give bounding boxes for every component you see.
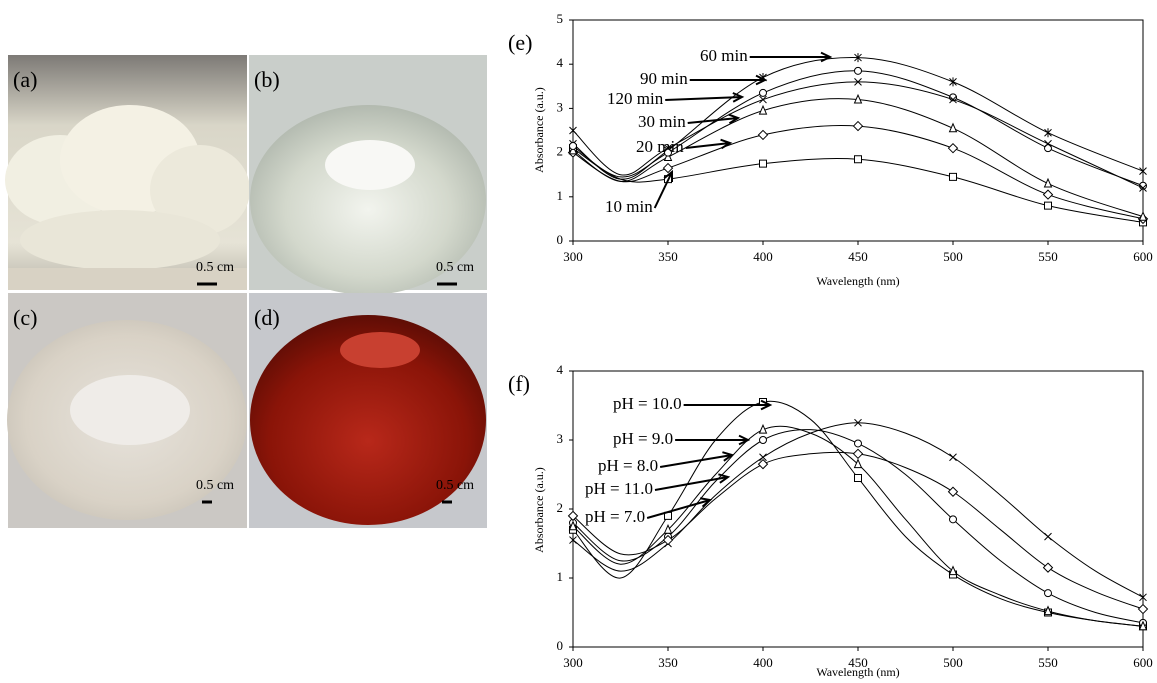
y-tick-label: 0 bbox=[557, 638, 564, 653]
y-axis-label: Absorbance (a.u.) bbox=[532, 467, 546, 553]
marker bbox=[1044, 190, 1053, 199]
marker bbox=[570, 142, 577, 149]
marker bbox=[1045, 202, 1052, 209]
x-tick-label: 450 bbox=[848, 249, 868, 264]
y-tick-label: 0 bbox=[557, 232, 564, 247]
photo-label: (a) bbox=[13, 67, 37, 92]
marker bbox=[1140, 167, 1147, 176]
figure: (a) 0.5 cm (b) 0.5 cm (c) 0.5 cm (d) 0.5 cm (e) W… bbox=[0, 0, 1157, 683]
x-tick-label: 300 bbox=[563, 249, 583, 264]
marker bbox=[855, 440, 862, 447]
photo-b bbox=[249, 55, 487, 295]
marker bbox=[854, 122, 863, 131]
series-annotation: 60 min bbox=[700, 46, 748, 65]
y-tick-label: 1 bbox=[557, 188, 564, 203]
x-tick-label: 600 bbox=[1133, 655, 1153, 670]
x-tick-label: 400 bbox=[753, 249, 773, 264]
marker bbox=[664, 164, 673, 173]
y-tick-label: 2 bbox=[557, 144, 564, 159]
series-annotation: pH = 10.0 bbox=[613, 394, 682, 413]
annotation-arrow bbox=[655, 477, 728, 490]
x-tick-label: 350 bbox=[658, 655, 678, 670]
x-axis-label: Wavelength (nm) bbox=[816, 274, 899, 288]
series-annotation: 10 min bbox=[605, 197, 653, 216]
photo-label: (c) bbox=[13, 305, 37, 330]
scale-label: 0.5 cm bbox=[436, 260, 474, 275]
y-tick-label: 2 bbox=[557, 500, 564, 515]
x-tick-label: 500 bbox=[943, 655, 963, 670]
y-tick-label: 1 bbox=[557, 569, 564, 584]
marker bbox=[760, 89, 767, 96]
scale-label: 0.5 cm bbox=[436, 478, 474, 493]
x-tick-label: 300 bbox=[563, 655, 583, 670]
marker bbox=[950, 454, 957, 461]
series-annotation: pH = 8.0 bbox=[598, 456, 658, 475]
series-annotation: 90 min bbox=[640, 69, 688, 88]
marker bbox=[950, 124, 957, 132]
y-tick-label: 5 bbox=[557, 11, 564, 26]
y-tick-label: 3 bbox=[557, 431, 564, 446]
x-tick-label: 500 bbox=[943, 249, 963, 264]
y-tick-label: 4 bbox=[557, 55, 564, 70]
scale-label: 0.5 cm bbox=[196, 260, 234, 275]
annotation-arrow bbox=[660, 455, 732, 467]
marker bbox=[1045, 590, 1052, 597]
series-annotation: 30 min bbox=[638, 112, 686, 131]
marker bbox=[1045, 179, 1052, 187]
photo-a bbox=[5, 55, 250, 290]
x-tick-label: 450 bbox=[848, 655, 868, 670]
marker bbox=[949, 144, 958, 153]
marker bbox=[1139, 605, 1148, 614]
marker bbox=[855, 156, 862, 163]
annotation-arrow bbox=[655, 172, 672, 208]
chart: (e) Wavelength (nm) Absorbance (a.u.) 0 1 2 3 4… bbox=[508, 11, 1153, 288]
x-tick-label: 600 bbox=[1133, 249, 1153, 264]
marker bbox=[855, 474, 862, 481]
series-annotation: 120 min bbox=[607, 89, 664, 108]
marker bbox=[759, 130, 768, 139]
marker bbox=[855, 460, 862, 468]
marker bbox=[1045, 128, 1052, 137]
panel-label: (f) bbox=[508, 371, 530, 396]
photo-label: (b) bbox=[254, 67, 280, 92]
marker bbox=[855, 67, 862, 74]
marker bbox=[1044, 563, 1053, 572]
marker bbox=[760, 96, 767, 103]
marker bbox=[665, 525, 672, 533]
marker bbox=[760, 437, 767, 444]
marker bbox=[950, 173, 957, 180]
marker bbox=[950, 516, 957, 523]
marker bbox=[760, 160, 767, 167]
y-axis-label: Absorbance (a.u.) bbox=[532, 87, 546, 173]
marker bbox=[950, 77, 957, 86]
series-annotation: pH = 7.0 bbox=[585, 507, 645, 526]
annotation-arrow bbox=[647, 500, 710, 518]
photo-label: (d) bbox=[254, 305, 280, 330]
chart: (f)Wavelength (nm)Absorbance (a.u.)01234… bbox=[508, 362, 1153, 679]
panel-label: (e) bbox=[508, 30, 532, 55]
scale-label: 0.5 cm bbox=[196, 478, 234, 493]
series-annotation: pH = 11.0 bbox=[585, 479, 653, 498]
marker bbox=[1045, 533, 1052, 540]
marker bbox=[949, 487, 958, 496]
x-tick-label: 550 bbox=[1038, 249, 1058, 264]
x-tick-label: 400 bbox=[753, 655, 773, 670]
y-tick-label: 3 bbox=[557, 99, 564, 114]
series-annotation: pH = 9.0 bbox=[613, 429, 673, 448]
marker bbox=[854, 449, 863, 458]
x-tick-label: 550 bbox=[1038, 655, 1058, 670]
y-tick-label: 4 bbox=[557, 362, 564, 377]
x-tick-label: 350 bbox=[658, 249, 678, 264]
